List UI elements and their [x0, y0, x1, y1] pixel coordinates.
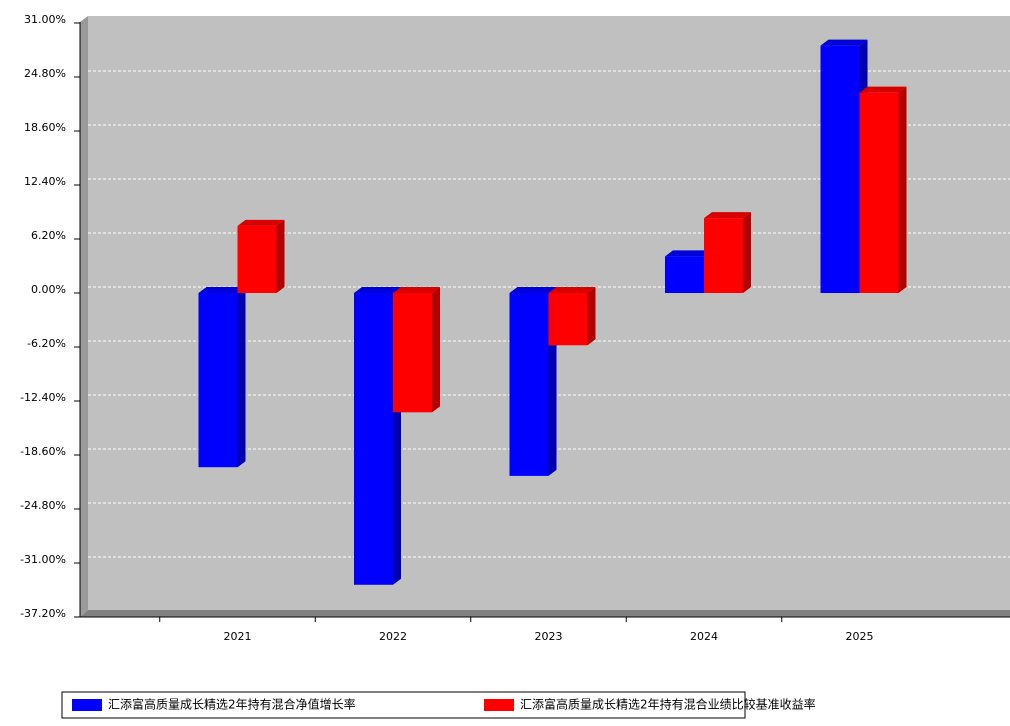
bar-side — [898, 86, 907, 293]
bar-top — [393, 287, 440, 293]
y-tick-label: 18.60% — [24, 121, 66, 134]
bar — [859, 86, 907, 293]
bar-top — [665, 250, 712, 257]
y-tick-label: 24.80% — [24, 67, 66, 80]
y-tick-label: -18.60% — [20, 445, 66, 458]
legend-label: 汇添富高质量成长精选2年持有混合净值增长率 — [108, 697, 356, 712]
bar-top — [704, 212, 751, 219]
x-tick-label: 2022 — [379, 630, 407, 643]
bar — [198, 287, 246, 468]
left-wall — [80, 16, 88, 617]
legend-swatch — [484, 699, 514, 711]
floor — [80, 610, 1010, 617]
y-tick-label: 31.00% — [24, 13, 66, 26]
y-tick-label: 0.00% — [31, 283, 66, 296]
y-tick-label: -6.20% — [27, 337, 66, 350]
y-tick-label: -37.20% — [20, 607, 66, 620]
x-tick-label: 2025 — [846, 630, 874, 643]
x-tick-label: 2021 — [224, 630, 252, 643]
bar-top — [859, 86, 907, 93]
bar-side — [432, 287, 440, 413]
y-tick-label: -24.80% — [20, 499, 66, 512]
x-tick-label: 2024 — [690, 630, 718, 643]
y-tick-label: -12.40% — [20, 391, 66, 404]
bar-face — [704, 218, 743, 293]
bar-face — [198, 293, 238, 468]
legend-label: 汇添富高质量成长精选2年持有混合业绩比较基准收益率 — [520, 697, 816, 712]
bar-side — [743, 212, 751, 293]
bar-top — [237, 219, 285, 226]
bar-face — [509, 293, 549, 476]
legend-swatch — [72, 699, 102, 711]
bar — [393, 287, 440, 413]
y-tick-label: 12.40% — [24, 175, 66, 188]
bar-side — [276, 219, 285, 293]
y-tick-label: -31.00% — [20, 553, 66, 566]
bar-face — [354, 293, 393, 585]
bar-top — [820, 39, 868, 46]
bar-face — [548, 293, 588, 346]
legend — [61, 691, 746, 719]
bar-face — [820, 45, 860, 294]
y-tick-label: 6.20% — [31, 229, 66, 242]
bar-side — [237, 287, 246, 468]
bar-face — [237, 225, 277, 293]
bar-face — [665, 256, 704, 293]
bar — [548, 287, 596, 346]
bar-top — [198, 287, 246, 293]
bar-top — [354, 287, 401, 293]
bar-side — [587, 287, 596, 346]
bar-top — [509, 287, 557, 293]
bar-top — [548, 287, 596, 293]
x-tick-label: 2023 — [535, 630, 563, 643]
bar-face — [393, 293, 432, 413]
bar — [704, 212, 751, 293]
bar-face — [859, 92, 899, 293]
bar — [237, 219, 285, 293]
